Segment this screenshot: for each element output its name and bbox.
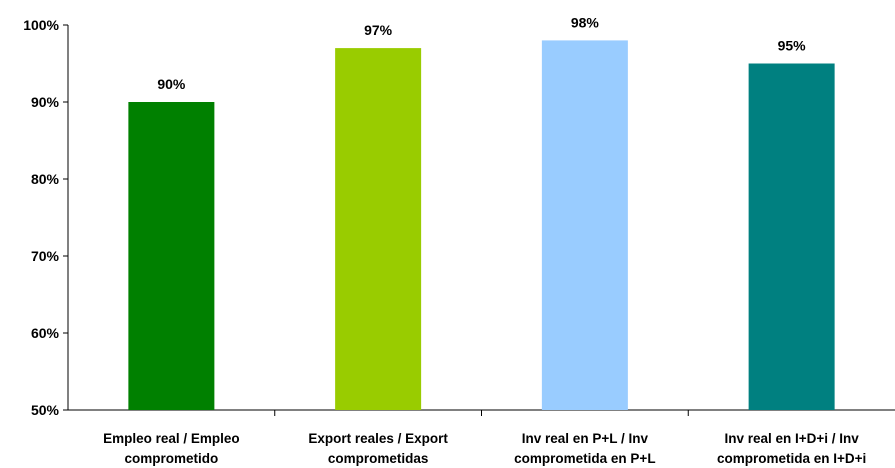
chart-labels: 50% 60% 70% 80% 90% 100% 90% Empleo real / Empl… — [23, 14, 866, 466]
x-category-label: comprometido — [124, 451, 218, 466]
x-category-label: comprometida en P+L — [514, 451, 655, 466]
x-category-label: comprometidas — [328, 451, 429, 466]
y-tick-label: 100% — [23, 17, 59, 33]
y-tick-label: 50% — [31, 402, 60, 418]
bar — [748, 63, 835, 410]
y-tick-label: 60% — [31, 325, 60, 341]
y-tick-label: 90% — [31, 94, 60, 110]
bar — [541, 40, 628, 411]
bar — [128, 102, 215, 410]
data-label: 98% — [571, 14, 600, 30]
y-tick-label: 70% — [31, 248, 60, 264]
x-category-label: Inv real en I+D+i / Inv — [724, 431, 859, 446]
data-label: 90% — [157, 76, 186, 92]
x-category-label: Export reales / Export — [308, 431, 448, 446]
x-category-label: Empleo real / Empleo — [103, 431, 240, 446]
x-category-label: Inv real en P+L / Inv — [522, 431, 649, 446]
data-label: 95% — [778, 38, 807, 54]
data-label: 97% — [364, 22, 393, 38]
chart-bars — [128, 40, 835, 411]
x-category-label: comprometida en I+D+i — [717, 451, 866, 466]
bar — [335, 48, 422, 410]
y-tick-label: 80% — [31, 171, 60, 187]
